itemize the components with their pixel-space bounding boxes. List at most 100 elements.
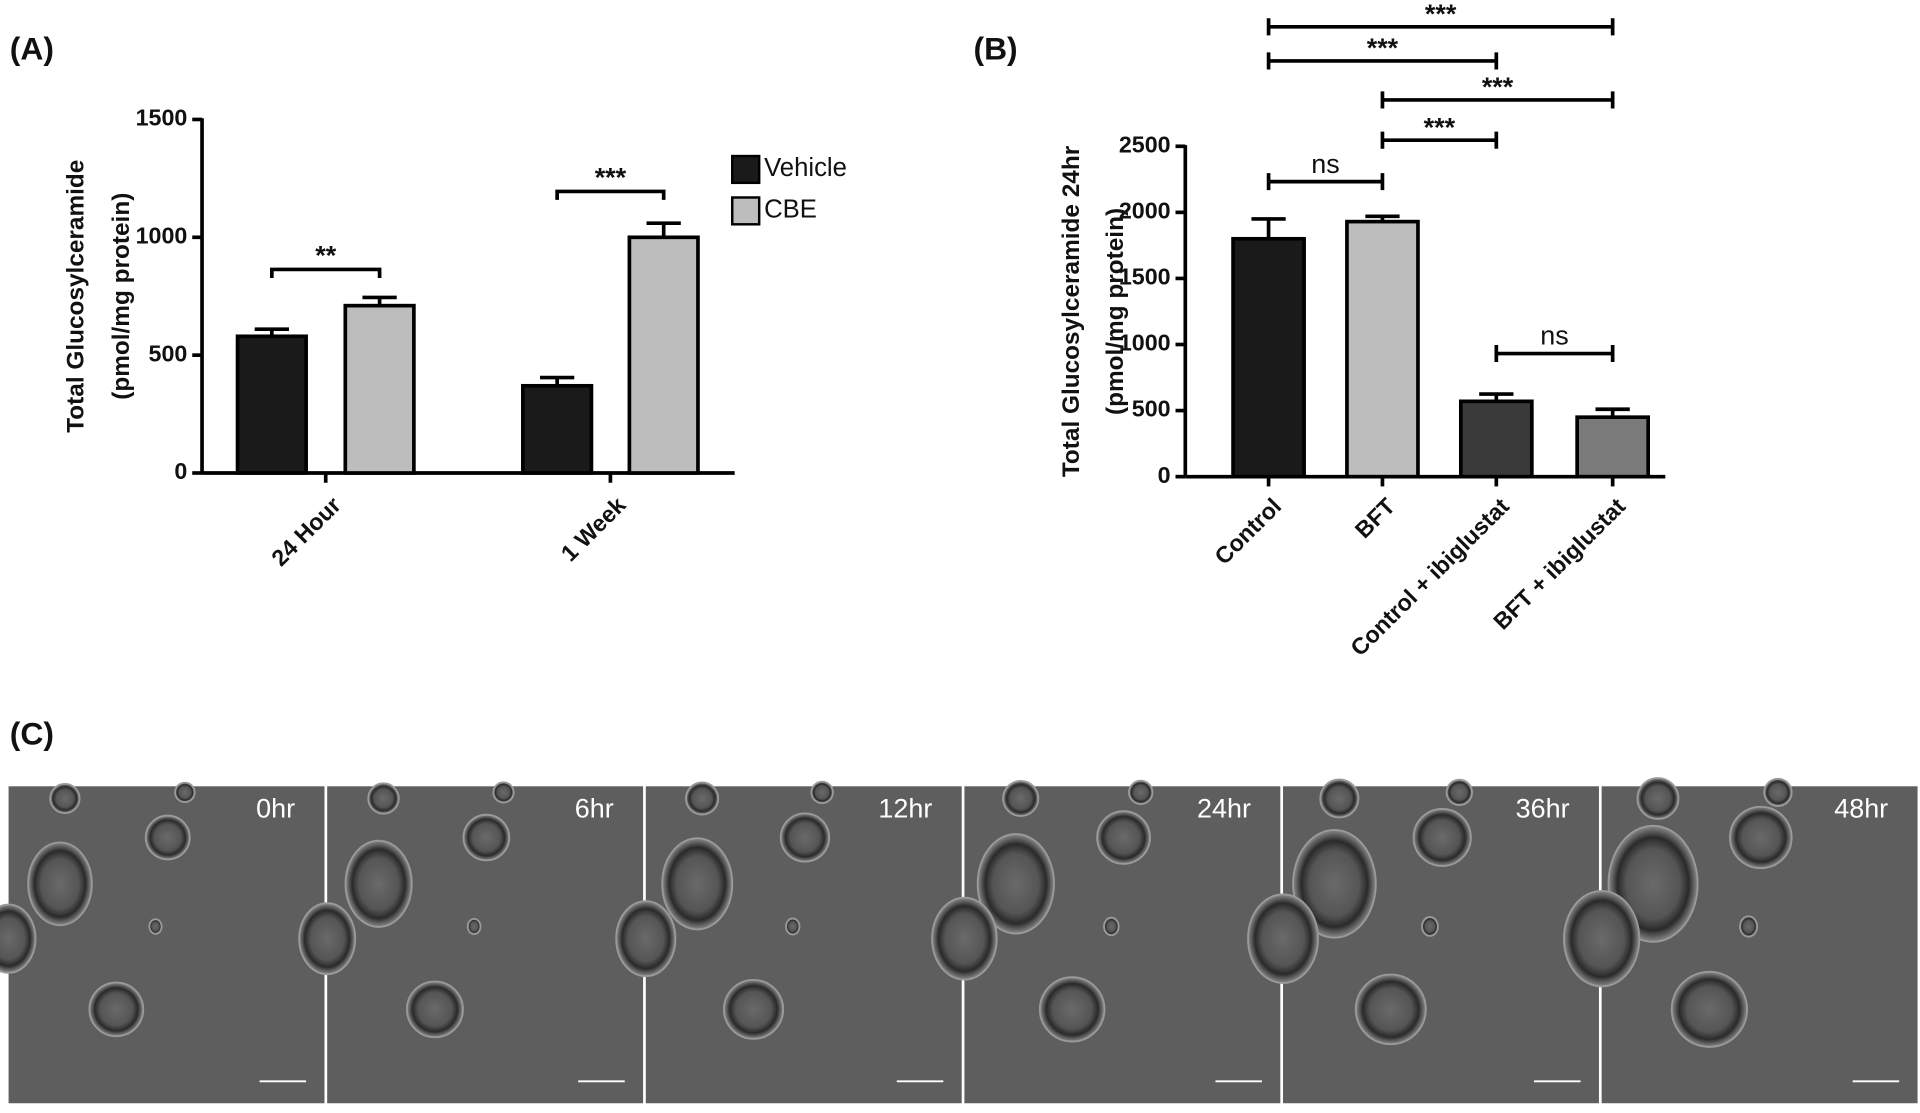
bar: [1458, 399, 1534, 479]
significance-label: ***: [1367, 33, 1399, 63]
organoid: [406, 980, 464, 1039]
organoid: [0, 903, 37, 974]
organoid: [1103, 916, 1120, 937]
y-tick-label: 2000: [1119, 198, 1171, 224]
significance-bracket: [1380, 131, 1499, 149]
y-tick-label: 500: [1132, 396, 1171, 422]
organoid: [1002, 780, 1040, 817]
organoid: [1292, 829, 1377, 939]
y-axis-label: Total Glucosylceramide: [63, 160, 90, 433]
significance-label: ***: [595, 162, 627, 192]
y-tick-label: 500: [149, 340, 188, 366]
frame-time-label: 12hr: [878, 794, 932, 824]
organoid: [931, 896, 998, 981]
time-lapse-frame: 36hr: [1247, 778, 1599, 1104]
significance-bracket: [270, 267, 382, 278]
organoid: [661, 837, 734, 931]
organoid: [1739, 915, 1759, 938]
organoid: [1412, 808, 1472, 867]
organoid: [88, 981, 145, 1038]
time-lapse-frame: 12hr: [615, 780, 962, 1104]
organoid: [810, 780, 834, 805]
frame-time-label: 48hr: [1834, 794, 1888, 824]
significance-bracket: [1380, 91, 1615, 109]
significance-bracket: [1266, 18, 1615, 36]
organoid: [779, 812, 831, 863]
significance-label: ***: [1424, 112, 1456, 142]
panel-label: (A): [10, 31, 54, 67]
frame-time-label: 6hr: [575, 794, 614, 824]
frame-time-label: 24hr: [1197, 794, 1251, 824]
panel-label: (C): [10, 716, 54, 752]
organoid: [1247, 893, 1319, 984]
y-tick-label: 2500: [1119, 131, 1171, 157]
organoid: [1670, 970, 1749, 1048]
time-lapse-frame: 0hr: [0, 781, 325, 1104]
organoid: [492, 781, 515, 804]
organoid: [1096, 810, 1151, 865]
organoid: [1562, 889, 1641, 988]
time-lapse-frame: 48hr: [1562, 777, 1918, 1104]
legend-label: CBE: [764, 196, 817, 224]
significance-bracket: [555, 189, 666, 200]
bar: [521, 383, 594, 475]
time-lapse-frame: 24hr: [931, 779, 1281, 1104]
organoid: [1354, 973, 1427, 1046]
bar: [1575, 415, 1650, 479]
significance-label: ns: [1540, 321, 1568, 351]
y-tick-label: 1000: [1119, 330, 1171, 356]
y-tick-label: 0: [174, 458, 187, 484]
y-axis-label: (pmol/mg protein): [108, 193, 135, 400]
significance-bracket: [1266, 173, 1385, 191]
bar: [343, 303, 416, 475]
y-axis-label: Total Glucosylceramide 24hr: [1058, 145, 1085, 477]
significance-label: ***: [1482, 72, 1514, 102]
panel-label: (B): [973, 31, 1017, 67]
x-tick-label: 1 Week: [556, 492, 631, 567]
significance-label: **: [315, 240, 337, 270]
organoid: [1038, 976, 1106, 1043]
legend-label: Vehicle: [764, 154, 847, 182]
bar: [627, 235, 700, 475]
organoid: [462, 813, 511, 862]
y-tick-label: 1500: [136, 105, 188, 131]
x-tick-label: 24 Hour: [266, 492, 346, 571]
organoid: [367, 782, 400, 815]
significance-bracket: [1266, 52, 1499, 70]
bar: [235, 334, 308, 475]
frame-time-label: 36hr: [1516, 794, 1570, 824]
y-tick-label: 1500: [1119, 264, 1171, 290]
organoid: [723, 978, 785, 1040]
frame-time-label: 0hr: [256, 794, 295, 824]
organoid: [49, 782, 81, 815]
organoid: [785, 917, 801, 936]
organoid: [1636, 777, 1680, 820]
organoid: [1421, 916, 1439, 937]
bar: [1231, 236, 1306, 479]
x-tick-label: BFT: [1350, 493, 1400, 543]
organoid: [1729, 805, 1793, 870]
organoid: [298, 902, 357, 976]
organoid: [344, 839, 413, 928]
organoid: [144, 814, 191, 861]
x-tick-label: Control: [1209, 493, 1286, 570]
legend-swatch: [731, 196, 761, 226]
y-axis-label: (pmol/mg protein): [1102, 208, 1129, 415]
legend-swatch: [731, 154, 761, 185]
y-tick-label: 1000: [136, 222, 188, 248]
organoid: [1128, 779, 1154, 806]
organoid: [148, 918, 163, 935]
significance-bracket: [1494, 344, 1615, 363]
organoid: [1319, 778, 1360, 819]
organoid: [1763, 777, 1793, 807]
y-tick-label: 0: [1158, 462, 1171, 488]
organoid: [27, 841, 93, 927]
organoid: [466, 917, 482, 936]
organoid: [615, 900, 677, 978]
significance-label: ns: [1311, 149, 1339, 179]
organoid: [1445, 778, 1474, 806]
significance-label: ***: [1425, 0, 1457, 29]
organoid: [174, 781, 196, 804]
bar: [1345, 219, 1420, 479]
